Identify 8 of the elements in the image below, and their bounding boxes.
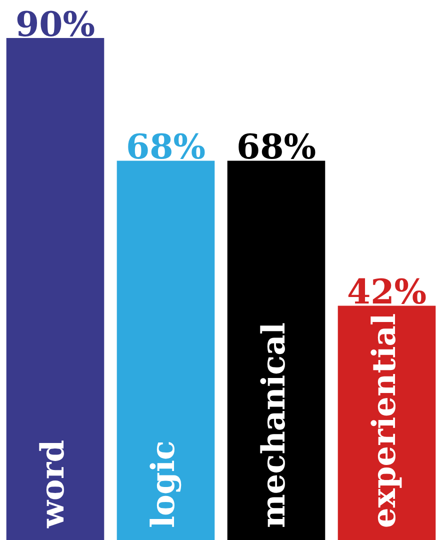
data-label: 42% bbox=[346, 272, 427, 313]
x-tick-label: logic bbox=[144, 440, 182, 528]
data-label: 90% bbox=[15, 4, 96, 45]
data-label: 68% bbox=[126, 128, 206, 168]
x-tick-label: experiential bbox=[365, 313, 404, 528]
data-label: 68% bbox=[236, 128, 316, 168]
x-tick-label: word bbox=[34, 440, 72, 529]
x-tick-label: mechanical bbox=[254, 322, 293, 528]
